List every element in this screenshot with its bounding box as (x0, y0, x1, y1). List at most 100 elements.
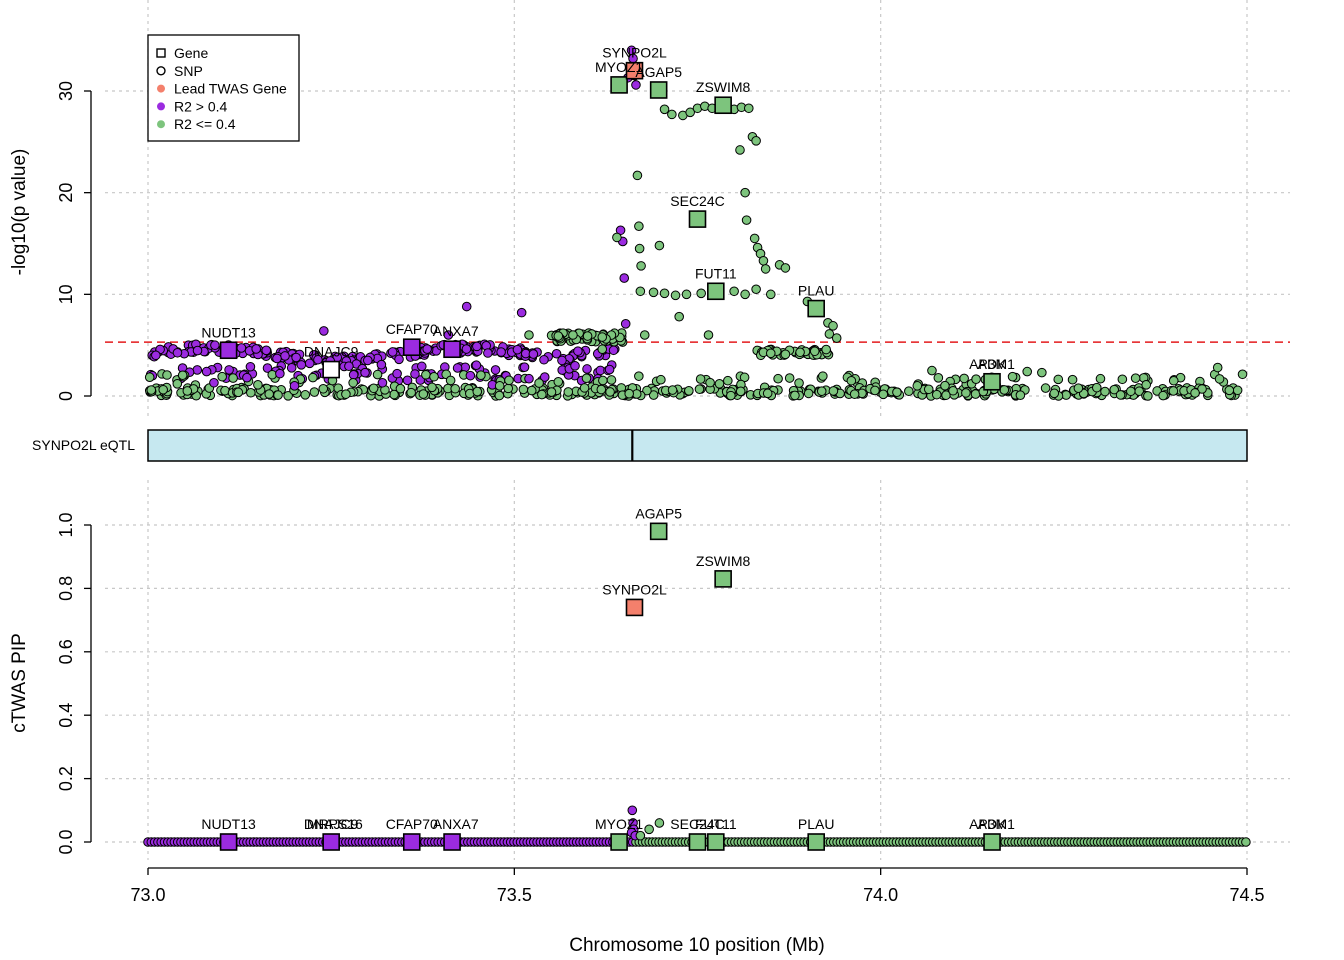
background-snp (1073, 383, 1084, 393)
background-snp (624, 388, 634, 399)
association-gene-fut11 (707, 282, 725, 301)
background-snp (598, 375, 608, 386)
background-snp (360, 367, 370, 378)
snp-point (741, 215, 752, 225)
background-snp (429, 371, 439, 382)
legend-label: R2 <= 0.4 (174, 116, 236, 132)
background-snp (262, 363, 273, 373)
snp-point (461, 301, 472, 312)
background-snp (608, 345, 619, 356)
association-gene-myoz1 (610, 76, 628, 94)
snp-point (568, 330, 578, 340)
background-snp (971, 374, 981, 384)
snp-point (242, 372, 252, 383)
pip-gene-label-mrps16: MRPS16 (307, 816, 363, 832)
pip-gene-label-sec24c: SEC24C (670, 816, 724, 832)
pip-gene-cfap70 (402, 833, 421, 851)
pip-y-axis-title: cTWAS PIP (9, 633, 30, 733)
background-snp (596, 384, 607, 395)
pip-gene-plau (807, 833, 825, 851)
snp-point (795, 347, 805, 358)
snp-point (765, 348, 776, 359)
snp-point (740, 187, 750, 198)
background-snp (286, 363, 297, 373)
background-snp (402, 375, 413, 386)
background-snp (389, 389, 399, 400)
snp-point (927, 365, 937, 376)
background-snp (904, 386, 914, 396)
background-snp (1115, 390, 1126, 400)
background-snp (387, 347, 398, 357)
background-snp (1100, 386, 1110, 397)
snp-point (648, 287, 659, 298)
association-gene-label-plau: PLAU (798, 283, 835, 299)
snp-point (636, 261, 646, 271)
snp-point (667, 109, 677, 120)
background-snp (341, 389, 351, 399)
snp-point (639, 330, 650, 340)
association-gene-agap5 (649, 81, 668, 99)
snp-point (749, 233, 760, 244)
snp-point (201, 366, 212, 377)
background-snp (418, 389, 429, 399)
background-snp (940, 380, 950, 391)
association-y-tick-label: 0 (56, 391, 76, 401)
background-snp (1190, 388, 1200, 398)
snp-point (751, 136, 761, 146)
snp-point (696, 288, 706, 299)
snp-point (758, 255, 769, 266)
eqtl-track-bar (147, 429, 1248, 462)
pip-y-tick-label: 1.0 (56, 512, 76, 537)
background-snp (878, 389, 889, 400)
background-snp (667, 385, 678, 395)
background-snp (236, 343, 247, 353)
snp-point (524, 373, 534, 384)
pip-gene-label-agap5: AGAP5 (635, 505, 682, 521)
background-snp (1158, 390, 1168, 401)
association-gene-markers (219, 61, 1001, 391)
association-gene-label-fut11: FUT11 (695, 265, 737, 281)
snp-point (620, 319, 631, 329)
pip-gene-nudt13 (219, 833, 238, 851)
background-snp (1015, 390, 1026, 400)
background-snp (534, 378, 544, 388)
background-snp (313, 354, 323, 365)
x-axis: 73.0 73.5 74.0 74.5 (130, 867, 1265, 905)
background-snp (445, 375, 456, 386)
association-gene-label-ap3m1: AP3M1 (969, 356, 1015, 372)
snp-point (319, 326, 329, 336)
pip-gene-sec24c (688, 833, 707, 851)
x-tick-label: 73.0 (130, 885, 165, 905)
legend-label: SNP (174, 63, 203, 79)
x-tick-label: 74.0 (863, 885, 898, 905)
background-snp (1091, 382, 1102, 393)
background-snp (272, 353, 282, 364)
background-snp (308, 372, 318, 383)
background-snp (246, 387, 256, 398)
association-gene-nudt13 (219, 341, 238, 360)
background-snp (210, 340, 220, 351)
snp-point (348, 377, 358, 388)
snp-point (703, 330, 714, 340)
background-snp (476, 370, 486, 380)
background-snp (1214, 374, 1225, 384)
snp-point (627, 805, 638, 816)
snp-point (846, 375, 857, 386)
association-gene-dnajc9 (322, 360, 340, 379)
background-snp (472, 341, 482, 352)
snp-point (1022, 366, 1032, 377)
background-snp (518, 384, 529, 395)
background-snp (151, 350, 161, 361)
background-snp (452, 363, 463, 373)
background-snp (503, 383, 514, 394)
background-snp (264, 389, 274, 399)
association-gene-label-nudt13: NUDT13 (201, 324, 256, 340)
eqtl-track-label: SYNPO2L eQTL (32, 437, 135, 453)
snp-point (582, 331, 593, 341)
background-snp (406, 387, 416, 398)
background-snp (684, 386, 694, 396)
snp-point (524, 330, 534, 340)
snp-point (751, 284, 761, 295)
